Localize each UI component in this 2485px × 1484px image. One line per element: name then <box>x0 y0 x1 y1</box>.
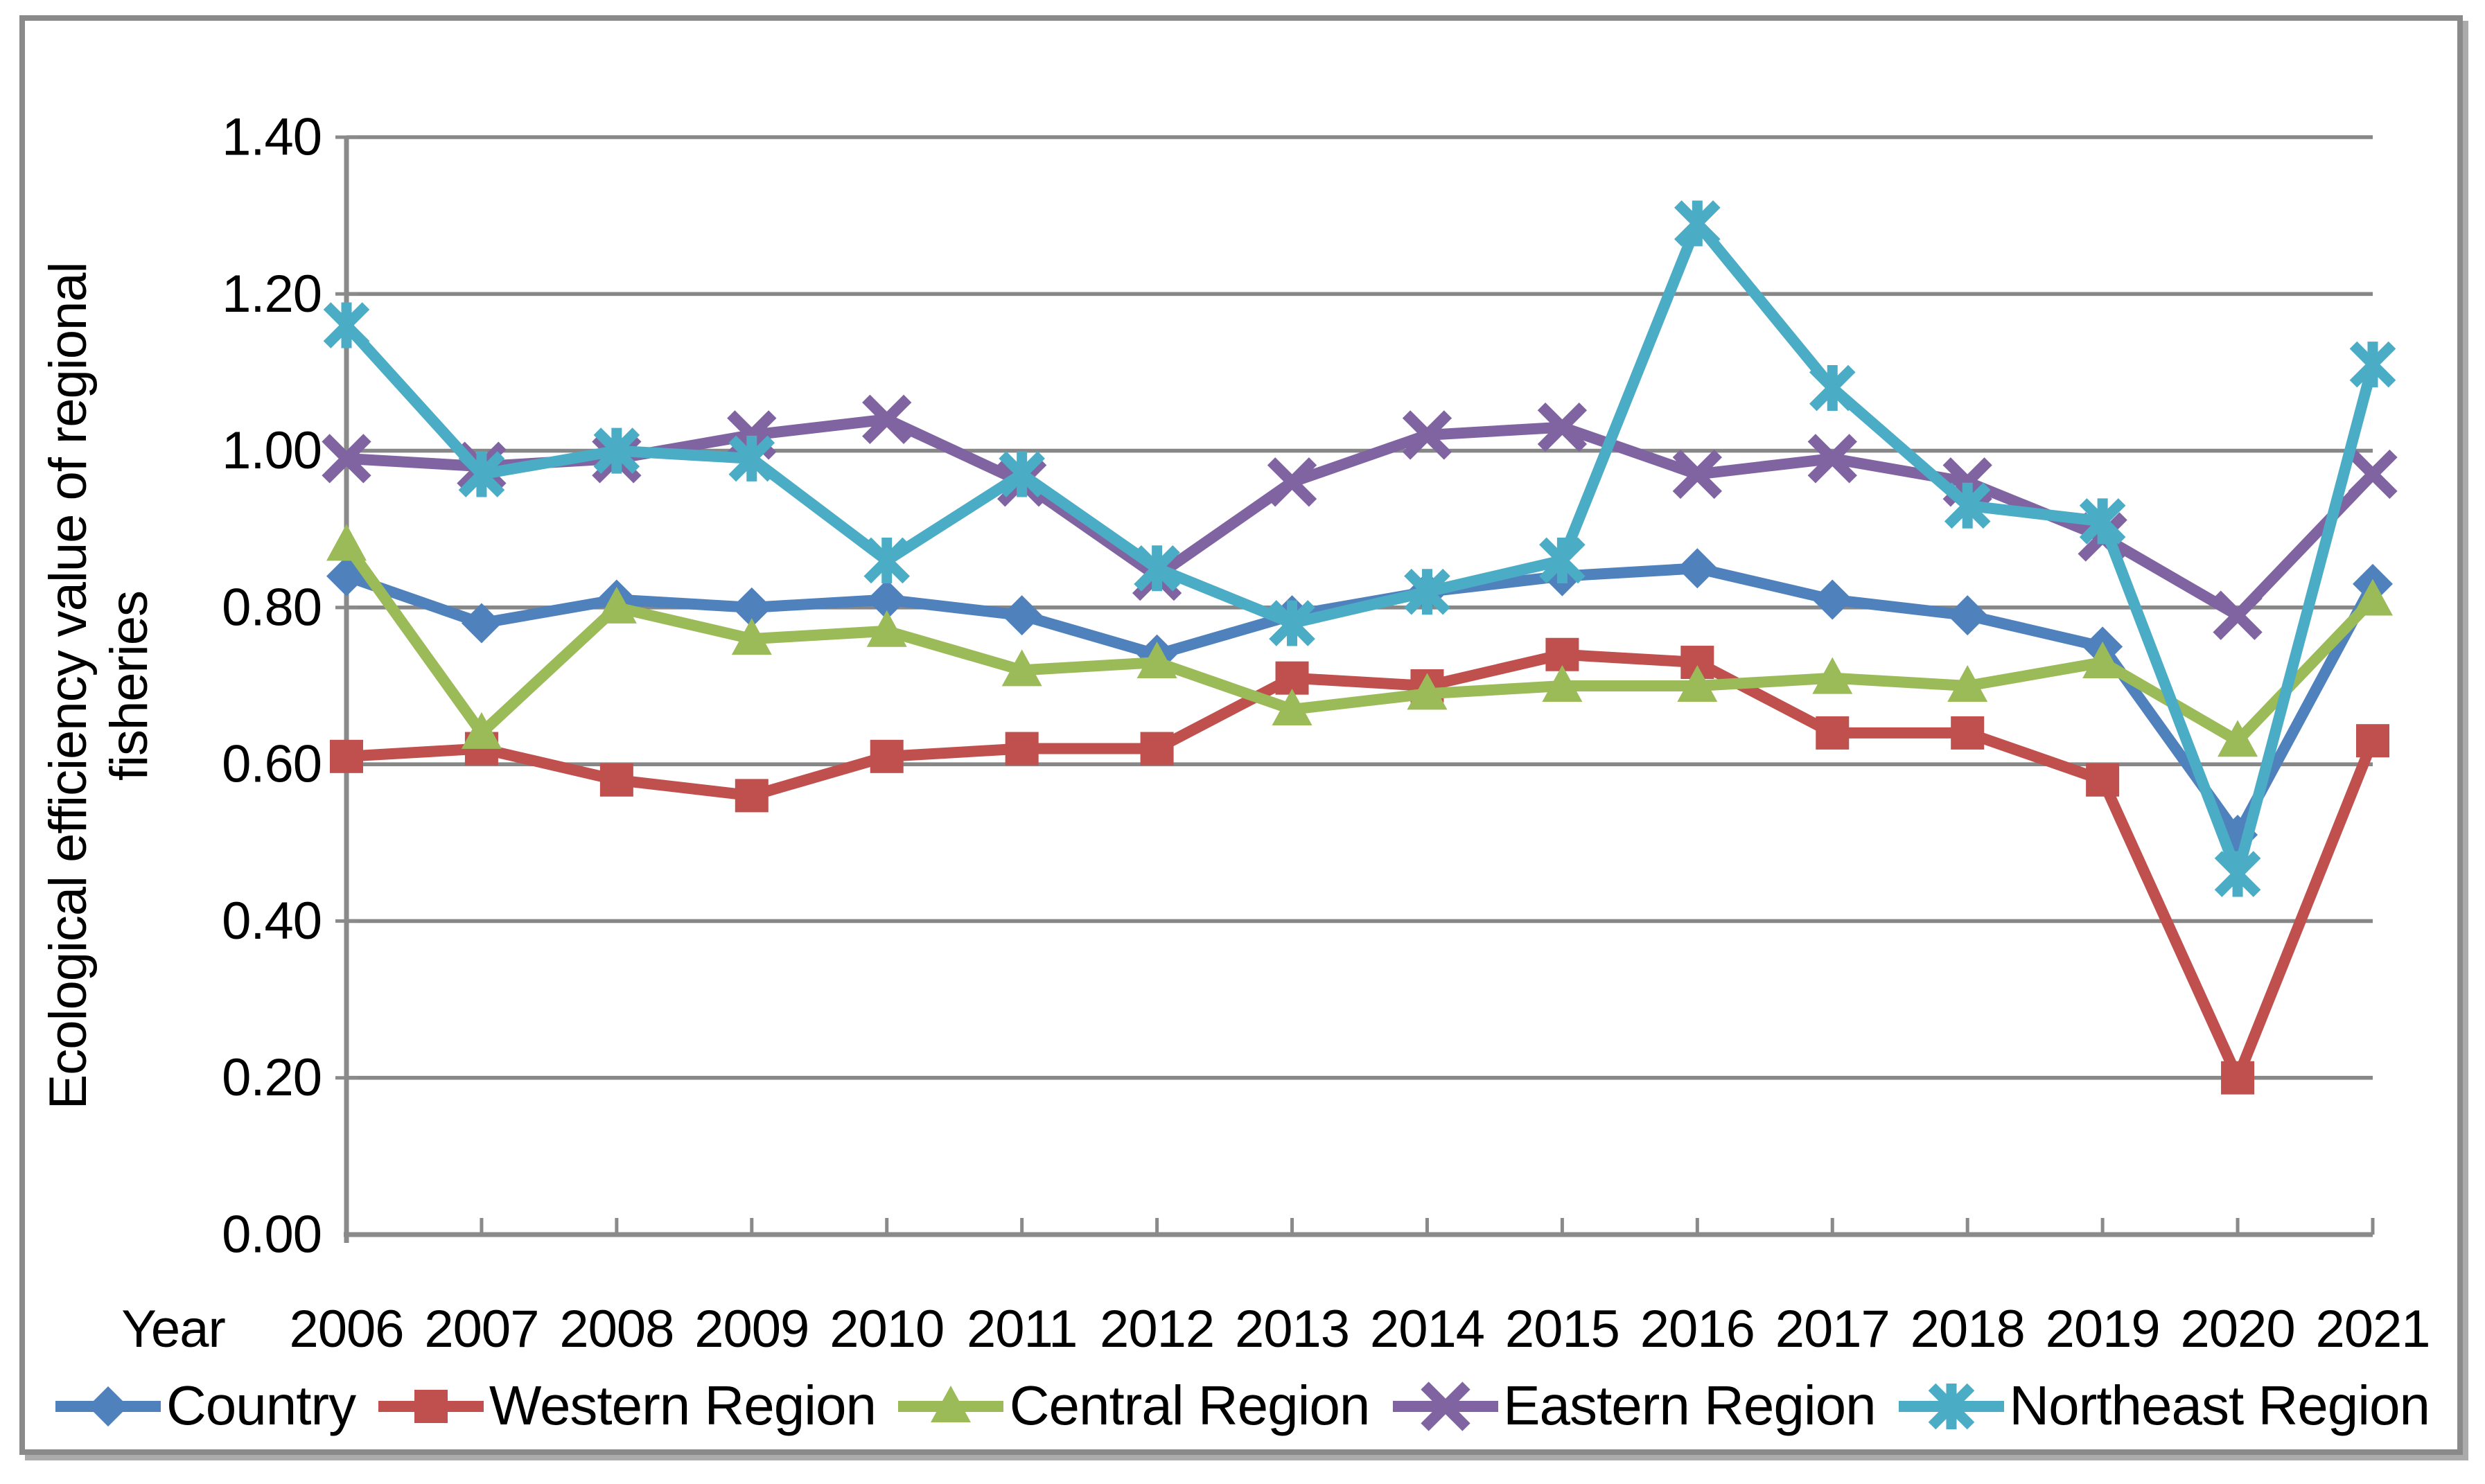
marker-triangle <box>1407 673 1448 710</box>
marker-square <box>735 779 769 813</box>
legend-diamond-icon <box>55 1386 161 1426</box>
legend-item-central-region: Central Region <box>898 1375 1371 1438</box>
marker-square <box>330 739 363 773</box>
y-tick-label: 0.00 <box>222 1205 322 1264</box>
marker-triangle <box>1272 688 1312 725</box>
x-axis-title: Year <box>121 1300 225 1359</box>
marker-square <box>1140 732 1174 766</box>
legend-item-eastern-region: Eastern Region <box>1392 1375 1877 1438</box>
marker-x <box>1807 434 1857 484</box>
x-tick-label: 2017 <box>1775 1300 1890 1359</box>
x-tick-label: 2019 <box>2046 1300 2160 1359</box>
legend: Country Western Region Central Region Easte… <box>55 1366 2430 1447</box>
marker-square <box>870 739 904 773</box>
legend-square-icon <box>378 1390 484 1423</box>
legend-item-northeast-region: Northeast Region <box>1898 1375 2430 1438</box>
x-tick-label: 2006 <box>289 1300 403 1359</box>
x-tick-label: 2020 <box>2181 1300 2295 1359</box>
marker-square <box>1005 732 1039 766</box>
marker-triangle <box>1812 657 1853 694</box>
marker-triangle <box>461 712 502 749</box>
x-tick-label: 2010 <box>829 1300 944 1359</box>
series-central-region <box>326 524 2393 757</box>
y-axis-title-line1: Ecological efficiency value of regional <box>39 263 98 1110</box>
y-tick-label: 0.40 <box>222 892 322 951</box>
series-northeast-region <box>323 200 2396 897</box>
marker-x <box>322 434 371 484</box>
marker-x <box>1672 449 1722 500</box>
x-tick-label: 2011 <box>967 1300 1077 1359</box>
marker-x <box>1267 457 1317 507</box>
y-tick-label: 1.20 <box>222 265 322 324</box>
x-tick-label: 2007 <box>424 1300 538 1359</box>
marker-triangle <box>596 586 637 624</box>
x-tick-label: 2009 <box>694 1300 809 1359</box>
x-tick-label: 2016 <box>1640 1300 1755 1359</box>
y-tick-label: 1.40 <box>222 108 322 167</box>
x-tick-label: 2012 <box>1100 1300 1214 1359</box>
legend-label: Central Region <box>1009 1375 1371 1436</box>
series-line-central-region <box>342 541 2377 747</box>
marker-x <box>862 394 912 444</box>
y-tick-label: 0.60 <box>222 735 322 794</box>
marker-x <box>2213 590 2263 640</box>
y-tick-label: 1.00 <box>222 421 322 480</box>
legend-triangle-icon <box>898 1386 1004 1422</box>
marker-triangle <box>326 524 367 561</box>
marker-triangle <box>866 610 907 647</box>
marker-x <box>1402 410 1452 460</box>
marker-triangle <box>1947 665 1988 702</box>
marker-diamond <box>1947 595 1988 636</box>
legend-label: Eastern Region <box>1503 1375 1876 1436</box>
marker-diamond <box>1677 548 1718 589</box>
chart-frame <box>19 15 2463 1455</box>
marker-triangle <box>1542 665 1583 702</box>
marker-diamond <box>1812 579 1853 620</box>
marker-diamond <box>731 587 772 628</box>
marker-triangle <box>2218 720 2258 757</box>
x-tick-label: 2014 <box>1370 1300 1484 1359</box>
series-line-western-region <box>346 648 2378 1084</box>
y-axis-title-line2: fisheries <box>100 591 159 781</box>
marker-diamond <box>88 1386 128 1426</box>
legend-item-country: Country <box>55 1375 356 1438</box>
x-tick-label: 2021 <box>2315 1300 2430 1359</box>
x-tick-label: 2015 <box>1505 1300 1619 1359</box>
legend-label: Western Region <box>489 1375 877 1436</box>
marker-triangle <box>2353 578 2393 616</box>
marker-triangle <box>2082 642 2123 679</box>
marker-square <box>2356 724 2389 758</box>
marker-triangle <box>731 618 772 655</box>
legend-item-western-region: Western Region <box>378 1375 877 1438</box>
x-tick-label: 2013 <box>1235 1300 1349 1359</box>
marker-square <box>1951 716 1985 750</box>
legend-label: Country <box>166 1375 356 1436</box>
marker-x <box>2348 449 2398 500</box>
marker-square <box>1816 716 1850 750</box>
legend-label: Northeast Region <box>2009 1375 2430 1436</box>
marker-diamond <box>461 603 502 644</box>
marker-triangle <box>1136 642 1177 679</box>
marker-square <box>2086 763 2120 797</box>
marker-triangle <box>1677 665 1718 702</box>
marker-square <box>2221 1061 2255 1095</box>
marker-triangle <box>1001 649 1042 687</box>
marker-x <box>1537 402 1588 452</box>
marker-diamond <box>866 579 907 620</box>
marker-square <box>414 1390 448 1423</box>
marker-diamond <box>1001 595 1042 636</box>
y-tick-label: 0.20 <box>222 1048 322 1107</box>
x-tick-label: 2008 <box>559 1300 674 1359</box>
marker-square <box>599 763 633 797</box>
x-tick-label: 2018 <box>1911 1300 2025 1359</box>
legend-star-icon <box>1898 1383 2004 1430</box>
marker-x <box>1420 1381 1470 1431</box>
y-tick-label: 0.80 <box>222 578 322 637</box>
marker-triangle <box>931 1386 972 1422</box>
series-line-northeast-region <box>342 218 2378 880</box>
legend-x-icon <box>1392 1381 1498 1431</box>
